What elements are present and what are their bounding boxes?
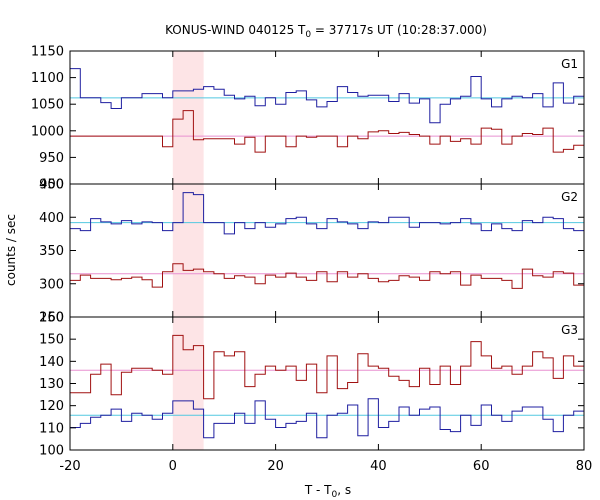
x-tick-label: 80 <box>576 459 593 474</box>
x-tick-label: 0 <box>169 459 177 474</box>
y-tick-label: 100 <box>39 444 64 459</box>
y-axis-label: counts / sec <box>4 214 18 286</box>
y-tick-label: 140 <box>39 355 64 370</box>
y-tick-label: 1100 <box>31 71 64 86</box>
panel-g3: 100 110 120 130 140 150 160 -20 0 20 40 60 80 G3 <box>39 311 592 475</box>
counts-series-dark_red <box>70 334 584 400</box>
x-tick-label: 60 <box>473 459 490 474</box>
counts-series-dark_red <box>70 263 584 289</box>
counts-series-dark_blue <box>70 398 584 439</box>
panel-g1: 900 950 1000 1050 1100 1150 G1 <box>31 45 585 193</box>
x-tick-label: 40 <box>370 459 387 474</box>
counts-series-dark_blue <box>70 68 584 124</box>
y-tick-label: 160 <box>39 311 64 326</box>
y-tick-label: 950 <box>39 151 64 166</box>
y-tick-label: 150 <box>39 333 64 348</box>
trigger-interval-band <box>172 51 204 184</box>
trigger-interval-band <box>172 317 204 450</box>
y-tick-label: 250 <box>39 311 64 326</box>
panel-g2: 250 300 350 400 450 G2 <box>39 178 585 326</box>
trigger-interval-band <box>172 184 204 317</box>
panel-label: G2 <box>561 190 578 204</box>
x-tick-label: 20 <box>267 459 284 474</box>
y-tick-label: 450 <box>39 178 64 193</box>
y-tick-label: 110 <box>39 421 64 436</box>
x-tick-label: -20 <box>59 459 80 474</box>
counts-series-dark_blue <box>70 192 584 235</box>
x-axis-label: T - T0, s <box>304 483 351 500</box>
y-tick-label: 400 <box>39 211 64 226</box>
y-tick-label: 1050 <box>31 98 64 113</box>
y-tick-label: 1000 <box>31 124 64 139</box>
panel-label: G1 <box>561 57 578 71</box>
y-tick-label: 1150 <box>31 45 64 60</box>
y-tick-label: 130 <box>39 377 64 392</box>
panel-frame <box>69 50 585 185</box>
panel-frame <box>69 183 585 318</box>
y-tick-label: 900 <box>39 178 64 193</box>
y-tick-label: 300 <box>39 277 64 292</box>
chart-title: KONUS-WIND 040125 T0 = 37717s UT (10:28:… <box>165 23 487 40</box>
panels-layer: 9009501000105011001150G1250300350400450G… <box>31 45 592 475</box>
y-tick-label: 350 <box>39 244 64 259</box>
y-tick-label: 120 <box>39 399 64 414</box>
panel-label: G3 <box>561 323 578 337</box>
counts-series-dark_red <box>70 110 584 153</box>
